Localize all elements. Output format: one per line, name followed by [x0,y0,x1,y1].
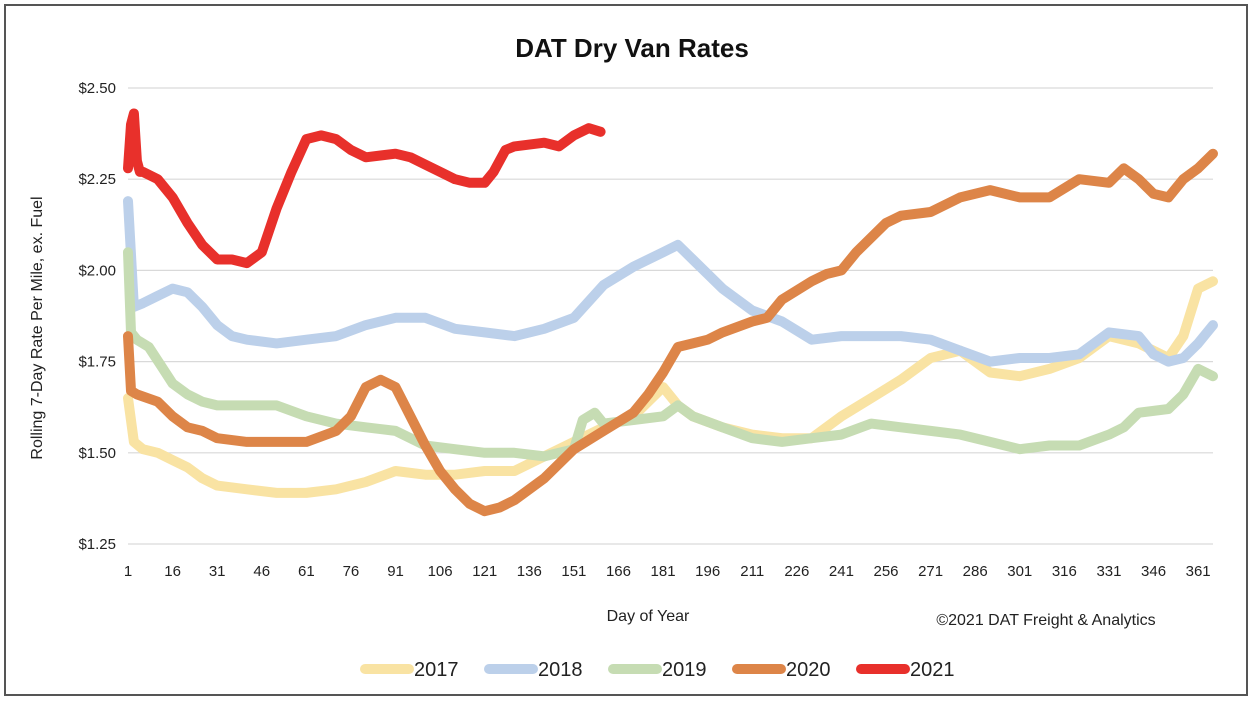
x-tick-label: 136 [517,563,542,580]
x-tick-label: 301 [1007,563,1032,580]
x-tick-label: 106 [428,563,453,580]
x-tick-label: 286 [963,563,988,580]
series-line-2017 [123,276,1218,498]
y-tick-label: $1.50 [78,445,116,462]
legend-label-2020: 2020 [786,659,831,681]
legend-label-2018: 2018 [538,659,583,681]
y-axis-label: Rolling 7-Day Rate Per Mile, ex. Fuel [29,196,46,459]
y-tick-label: $2.25 [78,171,116,188]
y-tick-label: $1.25 [78,536,116,553]
x-tick-label: 121 [472,563,497,580]
x-tick-label: 271 [918,563,943,580]
series-lines [123,108,1218,517]
x-tick-label: 331 [1096,563,1121,580]
x-tick-label: 196 [695,563,720,580]
chart-frame [4,4,1248,696]
y-tick-label: $2.00 [78,262,116,279]
x-tick-label: 1 [124,563,132,580]
x-tick-label: 91 [387,563,404,580]
series-line-2018 [123,196,1218,367]
series-line-2020 [123,148,1218,517]
x-tick-label: 316 [1052,563,1077,580]
x-tick-label: 241 [829,563,854,580]
x-tick-label: 226 [784,563,809,580]
x-tick-label: 256 [873,563,898,580]
legend-label-2019: 2019 [662,659,707,681]
legend-label-2021: 2021 [910,659,955,681]
chart-title: DAT Dry Van Rates [515,33,749,63]
x-tick-label: 346 [1141,563,1166,580]
x-tick-label: 16 [164,563,181,580]
legend: 2017 2018 2019 2020 2021 [360,659,955,681]
series-line-2021 [123,108,606,269]
x-tick-label: 76 [343,563,360,580]
x-tick-label: 46 [253,563,270,580]
x-tick-label: 166 [606,563,631,580]
x-axis-ticks: 1 16 31 46 61 76 91 106 121 136 151 166 181 196 211 226… [124,563,1211,580]
x-tick-label: 61 [298,563,315,580]
copyright-credit: ©2021 DAT Freight & Analytics [936,612,1155,629]
y-tick-label: $1.75 [78,354,116,371]
x-tick-label: 211 [740,563,764,580]
y-axis-ticks: $2.50 $2.25 $2.00 $1.75 $1.50 $1.25 [78,80,116,553]
x-tick-label: 361 [1186,563,1211,580]
x-tick-label: 181 [651,563,676,580]
gridlines [128,87,1213,545]
x-tick-label: 31 [209,563,226,580]
legend-label-2017: 2017 [414,659,459,681]
x-axis-label: Day of Year [607,608,690,625]
y-tick-label: $2.50 [78,80,116,97]
x-tick-label: 151 [561,563,586,580]
